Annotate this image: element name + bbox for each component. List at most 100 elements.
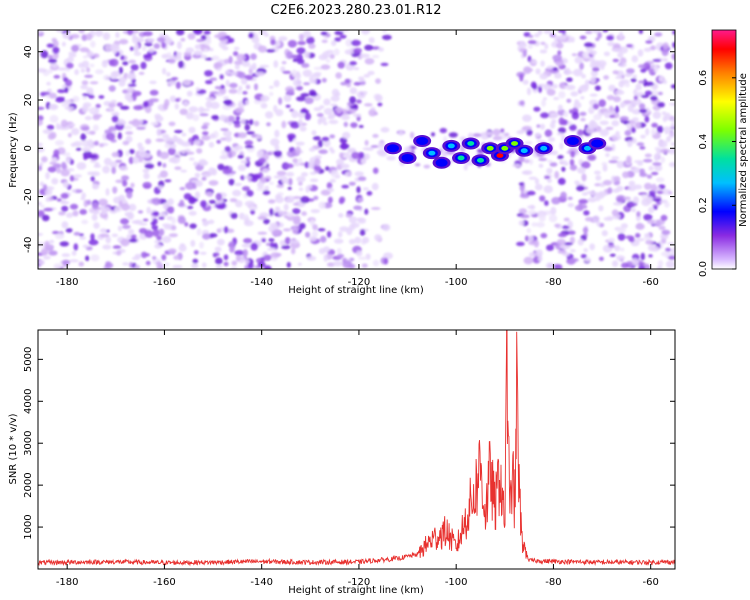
heatmap-signal-peak [428,150,436,156]
heatmap-noise-cell [557,104,563,111]
heatmap-noise-cell [269,85,274,89]
heatmap-noise-cell [646,174,653,179]
heatmap-noise-cell [120,105,130,110]
heatmap-noise-cell [614,245,621,252]
heatmap-noise-cell [554,72,562,79]
heatmap-noise-cell [319,235,327,243]
heatmap-noise-cell [654,153,659,162]
heatmap-noise-cell [611,156,620,160]
colorbar-tick-label: 0.0 [698,261,709,277]
heatmap-noise-cell [637,49,644,57]
heatmap-noise-cell [149,98,159,103]
heatmap-noise-cell [532,83,538,90]
heatmap-noise-cell [325,33,331,38]
heatmap-noise-cell [123,125,133,130]
heatmap-noise-cell [519,73,524,82]
heatmap-noise-cell [242,186,250,192]
snr-x-label: Height of straight line (km) [288,585,424,596]
heatmap-noise-cell [201,125,209,130]
heatmap-noise-cell [526,129,533,136]
heatmap-noise-cell [583,248,588,253]
heatmap-signal-peak [593,141,601,146]
heatmap-noise-cell [362,236,370,244]
heatmap-noise-cell [117,225,123,232]
heatmap-noise-cell [66,168,75,172]
heatmap-noise-cell [657,91,663,96]
heatmap-noise-cell [115,32,120,38]
heatmap-noise-cell [68,51,77,55]
heatmap-noise-cell [149,80,157,85]
heatmap-noise-cell [547,178,552,183]
heatmap-noise-cell [308,43,316,49]
heatmap-noise-cell [57,89,66,94]
heatmap-noise-cell [179,243,186,247]
heatmap-noise-cell [609,253,616,257]
heatmap-noise-cell [269,91,274,97]
heatmap-noise-cell [60,192,69,199]
heatmap-noise-cell [173,255,180,260]
heatmap-noise-cell [172,264,183,269]
heatmap-noise-cell [183,193,192,200]
heatmap-noise-cell [121,175,130,181]
heatmap-noise-cell [659,199,668,204]
heatmap-noise-cell [656,147,662,155]
heatmap-noise-cell [57,67,68,71]
heatmap-noise-cell [561,166,566,172]
heatmap-noise-cell [357,176,367,181]
heatmap-noise-cell [82,93,91,97]
heatmap-noise-cell [214,246,222,253]
heatmap-noise-cell [55,233,65,240]
heatmap-noise-cell [354,171,364,177]
heatmap-noise-cell [527,44,533,49]
heatmap-noise-cell [336,247,342,255]
heatmap-noise-cell [185,182,195,190]
heatmap-noise-cell [196,38,205,43]
heatmap-noise-cell [201,135,211,141]
heatmap-noise-cell [202,233,211,240]
heatmap-noise-cell [152,228,160,237]
heatmap-noise-cell [235,254,241,262]
heatmap-signal-peak [520,148,528,154]
heatmap-noise-cell [268,181,274,185]
heatmap-noise-cell [42,129,53,135]
heatmap-noise-cell [38,146,45,153]
heatmap-noise-cell [245,84,251,90]
heatmap-noise-cell [128,238,138,243]
heatmap-noise-cell [341,114,350,121]
heatmap-noise-cell [311,72,321,79]
heatmap-noise-cell [670,142,675,146]
heatmap-noise-cell [88,239,99,246]
heatmap-noise-cell [364,58,375,65]
heatmap-noise-cell [45,172,50,180]
heatmap-noise-cell [581,173,587,182]
heatmap-noise-cell [112,49,118,54]
heatmap-noise-cell [349,61,357,66]
heatmap-noise-cell [323,254,328,262]
heatmap-noise-cell [163,102,169,111]
heatmap-noise-cell [246,190,254,197]
heatmap-noise-cell [85,33,93,41]
heatmap-noise-cell [237,164,247,172]
heatmap-noise-cell [522,79,529,85]
heatmap-noise-cell [648,254,653,258]
heatmap-noise-cell [236,53,246,62]
heatmap-noise-cell [78,30,85,34]
heatmap-noise-cell [615,195,626,203]
heatmap-noise-cell [631,117,639,122]
heatmap-noise-cell [235,107,245,114]
heatmap-noise-cell [284,237,291,245]
heatmap-noise-cell [228,88,238,94]
heatmap-noise-cell [624,82,630,88]
heatmap-noise-cell [225,135,232,143]
heatmap-noise-cell [38,232,44,236]
heatmap-noise-cell [383,257,389,265]
heatmap-noise-cell [82,244,90,248]
heatmap-signal-peak [583,145,591,151]
heatmap-noise-cell [556,132,564,136]
heatmap-noise-cell [89,81,99,85]
heatmap-noise-cell [357,197,364,203]
heatmap-noise-cell [526,87,532,96]
heatmap-noise-cell [337,61,345,69]
heatmap-noise-cell [549,112,559,119]
heatmap-noise-cell [607,187,613,194]
